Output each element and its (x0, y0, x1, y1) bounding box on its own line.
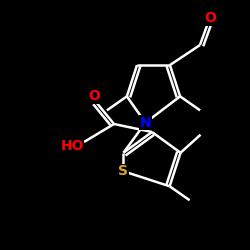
Text: O: O (204, 11, 216, 25)
Text: N: N (140, 116, 151, 130)
Text: HO: HO (60, 139, 84, 153)
Text: O: O (88, 89, 100, 103)
Text: S: S (118, 164, 128, 178)
